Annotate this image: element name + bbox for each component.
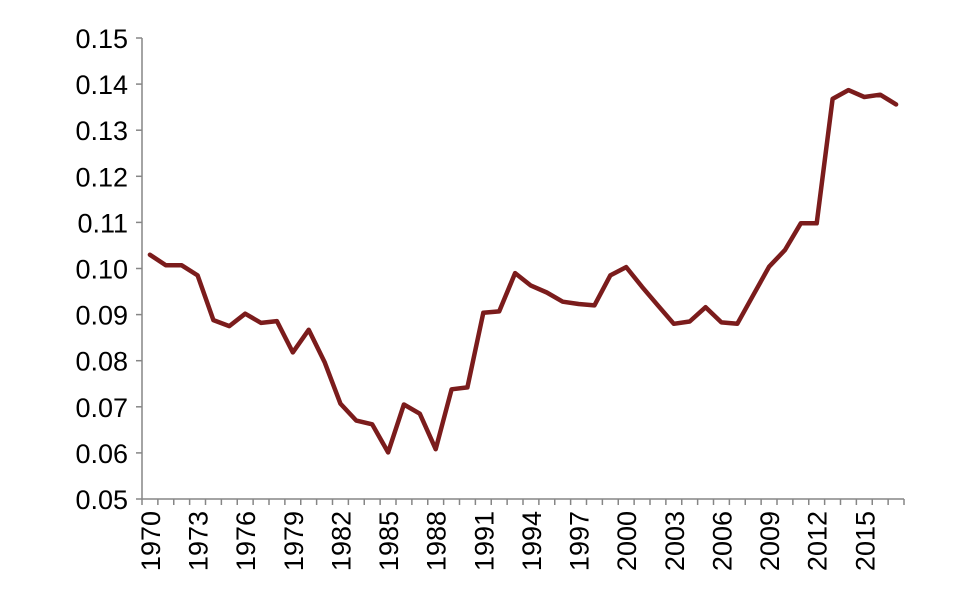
x-tick-label: 1988	[422, 511, 452, 571]
y-axis: 0.05 0.06 0.07 0.08 0.09 0.10 0.11 0.12 0.13 0.14…	[75, 24, 143, 515]
y-tick-label: 0.14	[75, 70, 128, 100]
x-tick-label: 2012	[803, 511, 833, 571]
x-tick-label: 1994	[517, 511, 547, 571]
y-tick-label: 0.11	[77, 208, 128, 238]
x-tick-label: 1982	[326, 511, 356, 571]
y-tick-label: 0.05	[75, 485, 128, 515]
y-tick-label: 0.09	[75, 301, 128, 331]
x-tick-label: 2000	[612, 511, 642, 571]
y-tick-label: 0.15	[75, 24, 128, 54]
x-tick-label: 1970	[136, 511, 166, 571]
y-tick-label: 0.10	[75, 255, 128, 285]
plot-area	[147, 87, 899, 455]
x-tick-label: 2009	[755, 511, 785, 571]
x-tick-label: 1976	[231, 511, 261, 571]
x-tick-label: 1979	[279, 511, 309, 571]
x-tick-label: 1985	[374, 511, 404, 571]
y-tick-label: 0.07	[75, 393, 128, 423]
x-tick-label: 2003	[660, 511, 690, 571]
x-tick-label: 2006	[707, 511, 737, 571]
series-line	[147, 87, 899, 455]
x-tick-label: 1991	[469, 511, 499, 571]
x-tick-label: 1997	[565, 511, 595, 571]
y-tick-label: 0.06	[75, 439, 128, 469]
y-tick-label: 0.12	[75, 162, 128, 192]
x-tick-label: 2015	[850, 511, 880, 571]
y-tick-label: 0.08	[75, 347, 128, 377]
y-tick-label: 0.13	[75, 116, 128, 146]
x-axis: 1970 1973 1976 1979 1982 1985 1988 1991 1994 1997…	[136, 498, 905, 571]
x-tick-label: 1973	[184, 511, 214, 571]
